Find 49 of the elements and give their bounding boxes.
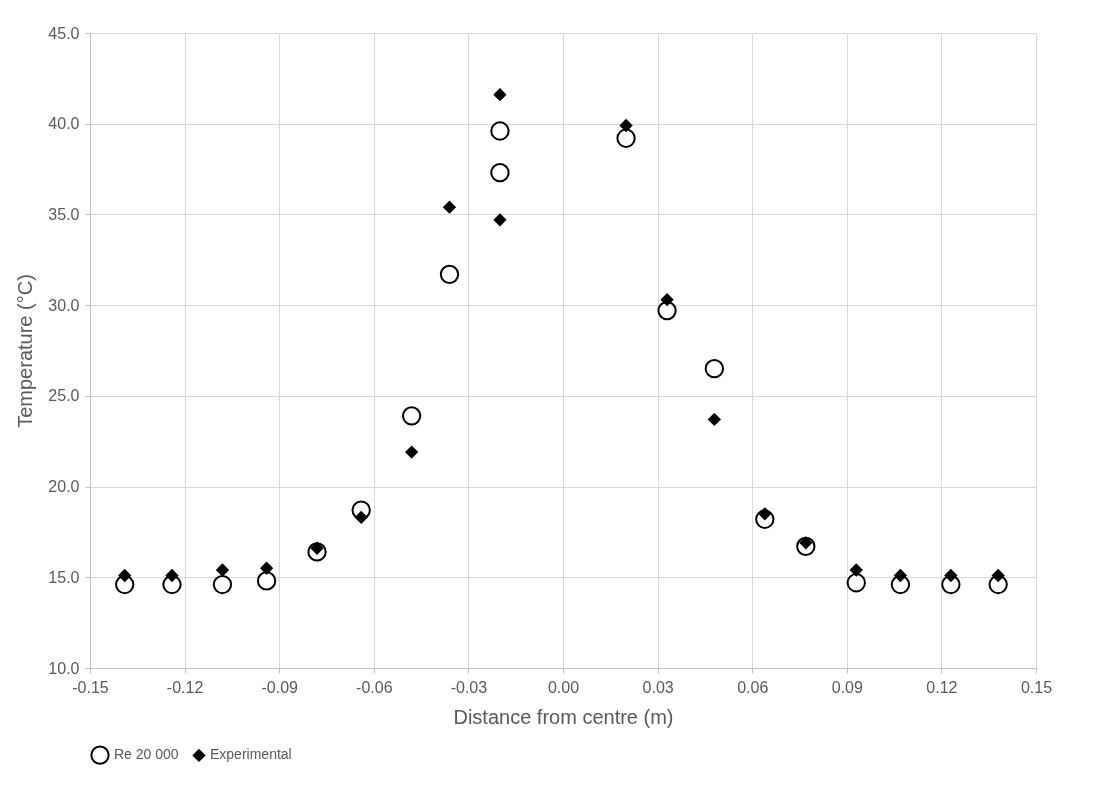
x-tick-label: 0.03 bbox=[642, 678, 674, 696]
y-tick-label: 45.0 bbox=[48, 24, 80, 42]
y-tick-label: 25.0 bbox=[48, 387, 80, 405]
point bbox=[493, 88, 507, 101]
y-tick-label: 30.0 bbox=[48, 296, 80, 314]
point bbox=[216, 563, 229, 577]
point bbox=[657, 300, 677, 321]
point bbox=[354, 511, 368, 524]
x-tick-label: 0.15 bbox=[1020, 678, 1053, 696]
point bbox=[660, 293, 674, 306]
legend-label: Experimental bbox=[210, 746, 292, 763]
point bbox=[490, 121, 510, 141]
y-tick-label: 35.0 bbox=[48, 205, 80, 223]
y-axis-title: Temperature (°C) bbox=[14, 274, 37, 428]
x-tick-label: 0.09 bbox=[831, 678, 863, 696]
point bbox=[619, 119, 633, 132]
point bbox=[405, 445, 418, 459]
x-tick-label: -0.03 bbox=[450, 678, 488, 696]
point bbox=[490, 163, 510, 183]
point bbox=[118, 569, 131, 582]
y-tick-label: 15.0 bbox=[48, 568, 80, 586]
x-tick-label: 0.06 bbox=[737, 678, 769, 696]
point bbox=[439, 264, 460, 284]
point bbox=[260, 561, 273, 575]
x-tick-label: -0.06 bbox=[356, 678, 393, 696]
x-tick-label: 0.00 bbox=[547, 678, 580, 696]
point bbox=[991, 569, 1005, 582]
point bbox=[616, 128, 636, 148]
point bbox=[493, 213, 507, 227]
point bbox=[256, 571, 277, 591]
point bbox=[704, 359, 725, 379]
point bbox=[401, 406, 422, 426]
point bbox=[850, 563, 863, 577]
point bbox=[165, 569, 179, 582]
point bbox=[443, 200, 456, 214]
x-tick-label: -0.15 bbox=[72, 678, 109, 696]
point bbox=[944, 569, 958, 582]
x-axis-title: Distance from centre (m) bbox=[453, 705, 674, 728]
x-tick-label: -0.09 bbox=[261, 678, 299, 696]
point bbox=[212, 574, 233, 595]
point bbox=[708, 413, 721, 426]
point bbox=[894, 569, 907, 582]
x-tick-label: -0.12 bbox=[166, 678, 204, 696]
point bbox=[846, 573, 866, 593]
x-tick-label: 0.12 bbox=[926, 678, 958, 696]
y-tick-label: 10.0 bbox=[48, 659, 80, 677]
y-tick-label: 20.0 bbox=[48, 478, 80, 496]
legend-label: Re 20 000 bbox=[114, 746, 179, 763]
y-tick-label: 40.0 bbox=[48, 115, 80, 133]
